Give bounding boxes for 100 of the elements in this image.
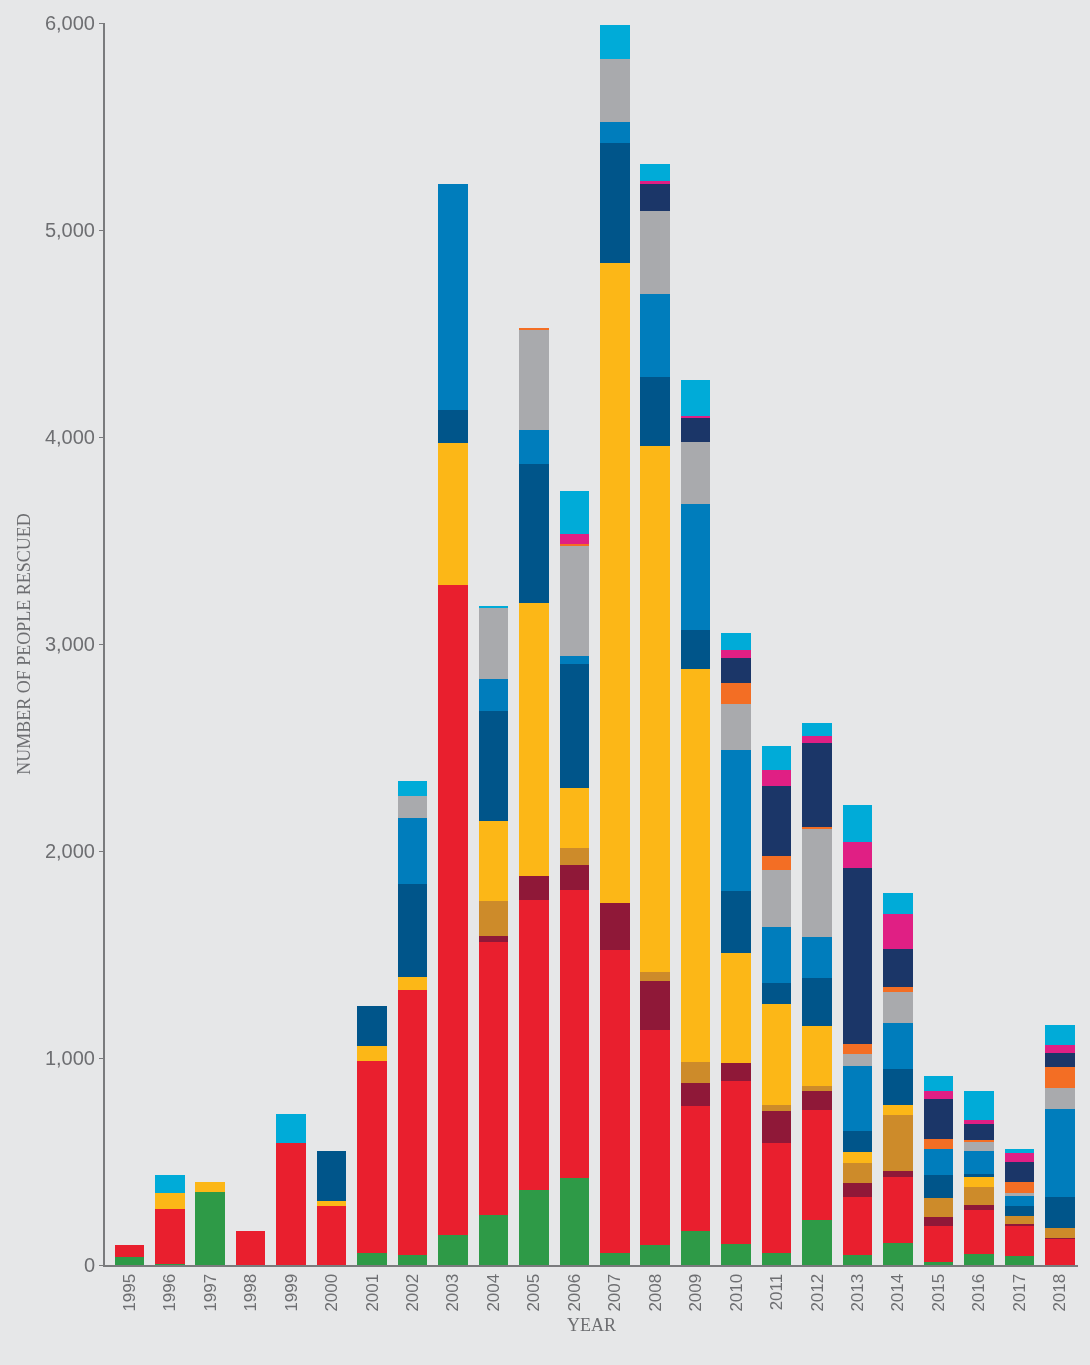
bar [721, 953, 751, 1064]
bar [721, 683, 751, 705]
bar [964, 1177, 994, 1188]
bar [438, 1234, 468, 1265]
bar [802, 743, 832, 828]
bar [154, 1174, 185, 1193]
bar [276, 1142, 306, 1265]
bar [923, 1075, 954, 1092]
x-tick-label: 2009 [686, 1273, 706, 1312]
bar [600, 950, 630, 1253]
y-tick-label: 0 [83, 1254, 95, 1276]
x-tick-label: 2017 [1009, 1273, 1029, 1312]
bar [680, 418, 711, 443]
bar [883, 1022, 913, 1070]
bar [519, 899, 549, 1191]
bar [1004, 1223, 1035, 1226]
bar [640, 294, 670, 377]
bar [478, 900, 509, 936]
x-tick-label: 1998 [241, 1273, 261, 1312]
bar [721, 632, 751, 651]
bar [195, 1191, 225, 1265]
bar [600, 263, 630, 903]
bar [923, 1225, 954, 1262]
bar [114, 1256, 145, 1265]
bar [235, 1230, 266, 1265]
bar [316, 1200, 347, 1207]
bar [397, 796, 428, 818]
bar [721, 650, 751, 659]
bar [357, 1252, 387, 1265]
bar [842, 1066, 873, 1132]
bar [478, 942, 509, 1216]
x-tick-label: 2006 [564, 1273, 584, 1312]
bar [680, 442, 711, 505]
bar [114, 1245, 145, 1257]
bar [357, 1006, 387, 1046]
bar [478, 605, 509, 608]
bar [559, 865, 590, 891]
x-tick-label: 1999 [281, 1273, 301, 1312]
bar [195, 1182, 225, 1192]
x-tick-label: 2001 [362, 1273, 382, 1312]
bar [519, 328, 549, 331]
bar [1045, 1227, 1075, 1239]
bar [883, 1243, 913, 1265]
bar [276, 1113, 306, 1143]
bar [478, 679, 509, 712]
bar [802, 827, 832, 830]
x-tick-label: 1996 [160, 1273, 180, 1312]
bar [397, 1254, 428, 1265]
bar [154, 1209, 185, 1264]
bar [1045, 1196, 1075, 1228]
bar [559, 847, 590, 866]
bar [923, 1149, 954, 1175]
bar [1004, 1161, 1035, 1183]
bar [519, 463, 549, 603]
bar [923, 1217, 954, 1226]
bar [559, 787, 590, 848]
bar [600, 143, 630, 264]
x-tick-label: 2010 [726, 1273, 746, 1312]
x-tick-label: 2013 [848, 1273, 868, 1312]
bar [316, 1151, 347, 1201]
bar [923, 1091, 954, 1100]
bar [721, 704, 751, 750]
bar [883, 893, 913, 915]
bar [478, 711, 509, 821]
bar [964, 1210, 994, 1254]
x-tick-label: 2007 [605, 1273, 625, 1312]
bar [883, 1177, 913, 1244]
bar [842, 1162, 873, 1184]
bar [842, 1152, 873, 1163]
x-tick-label: 2003 [443, 1273, 463, 1312]
x-tick-label: 1997 [200, 1273, 220, 1312]
bar [1045, 1024, 1075, 1045]
bar [357, 1045, 387, 1062]
bar [559, 1178, 590, 1265]
bar [680, 668, 711, 1063]
x-tick-label: 2011 [767, 1273, 787, 1311]
bar [154, 1192, 185, 1210]
bar [761, 856, 792, 870]
bar [842, 841, 873, 868]
bar [478, 820, 509, 901]
x-tick-label: 2004 [483, 1273, 503, 1312]
bar [842, 1131, 873, 1153]
bar [802, 736, 832, 744]
bar [680, 380, 711, 417]
bar [559, 543, 590, 546]
y-tick-label: 6,000 [44, 12, 95, 34]
bar [1045, 1052, 1075, 1068]
bar [964, 1151, 994, 1174]
bar [923, 1197, 954, 1218]
bar [316, 1206, 347, 1265]
bar [397, 884, 428, 978]
bar [883, 1104, 913, 1115]
bar [721, 1244, 751, 1265]
bar [842, 867, 873, 1044]
bar [761, 926, 792, 984]
bar [1004, 1225, 1035, 1256]
bar [559, 663, 590, 788]
x-axis-title: YEAR [567, 1315, 616, 1336]
bar [802, 936, 832, 979]
bar [438, 184, 468, 411]
